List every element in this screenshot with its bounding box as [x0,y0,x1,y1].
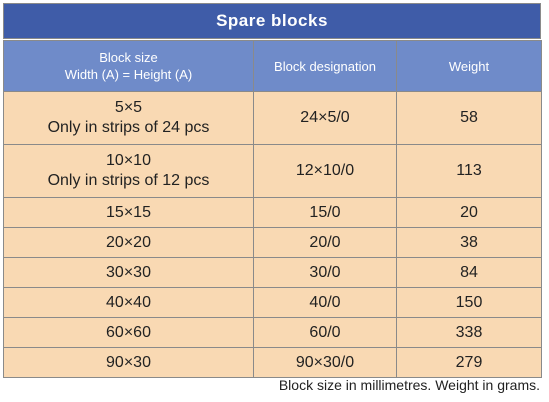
block-size-value: 10×10 [106,152,151,169]
table-row: 15×15 15/0 20 [3,197,542,228]
header-block-size-line1: Block size [99,50,158,65]
header-block-size-line2: Width (A) = Height (A) [64,67,193,82]
table-row: 30×30 30/0 84 [3,257,542,288]
header-block-size: Block size Width (A) = Height (A) [3,40,254,92]
cell-weight: 150 [396,287,542,318]
cell-weight: 38 [396,227,542,258]
table-row: 90×30 90×30/0 279 [3,347,542,378]
cell-block-designation: 12×10/0 [253,144,397,198]
header-block-designation: Block designation [253,40,397,92]
cell-block-size: 40×40 [3,287,254,318]
block-size-note: Only in strips of 12 pcs [47,172,210,189]
cell-block-size: 10×10 Only in strips of 12 pcs [3,144,254,198]
footnote: Block size in millimetres. Weight in gra… [278,377,540,393]
cell-block-size: 20×20 [3,227,254,258]
table-row: 20×20 20/0 38 [3,227,542,258]
spare-blocks-table: Block size Width (A) = Height (A) Block … [3,40,542,378]
table-row: 60×60 60/0 338 [3,317,542,348]
table-title: Spare blocks [3,3,541,39]
cell-weight: 279 [396,347,542,378]
cell-block-designation: 90×30/0 [253,347,397,378]
cell-block-designation: 24×5/0 [253,91,397,145]
cell-weight: 20 [396,197,542,228]
table-row: 5×5 Only in strips of 24 pcs 24×5/0 58 [3,91,542,145]
cell-block-size: 15×15 [3,197,254,228]
header-weight: Weight [396,40,542,92]
cell-block-designation: 15/0 [253,197,397,228]
cell-block-size: 90×30 [3,347,254,378]
table-row: 40×40 40/0 150 [3,287,542,318]
cell-weight: 84 [396,257,542,288]
cell-weight: 338 [396,317,542,348]
table-row: 10×10 Only in strips of 12 pcs 12×10/0 1… [3,144,542,198]
cell-block-size: 60×60 [3,317,254,348]
cell-block-size: 30×30 [3,257,254,288]
cell-block-designation: 30/0 [253,257,397,288]
cell-weight: 58 [396,91,542,145]
cell-block-designation: 40/0 [253,287,397,318]
cell-block-designation: 20/0 [253,227,397,258]
header-row: Block size Width (A) = Height (A) Block … [3,40,542,92]
cell-weight: 113 [396,144,542,198]
spare-blocks-panel: Spare blocks Block size Width (A) = Heig… [3,3,542,378]
cell-block-size: 5×5 Only in strips of 24 pcs [3,91,254,145]
cell-block-designation: 60/0 [253,317,397,348]
block-size-note: Only in strips of 24 pcs [47,119,210,136]
block-size-value: 5×5 [114,99,143,116]
